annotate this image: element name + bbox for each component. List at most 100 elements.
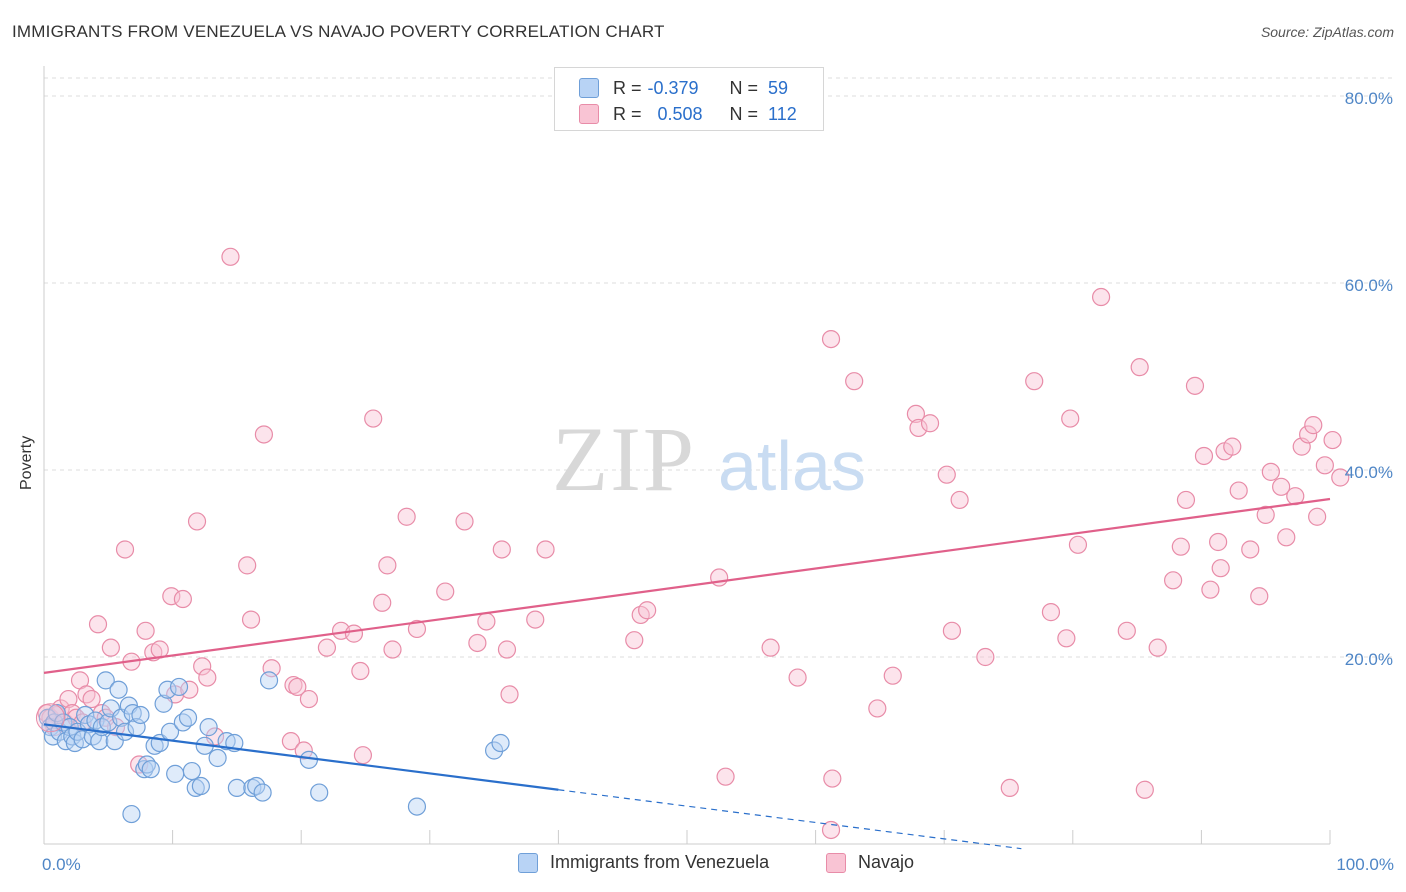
point-venezuela	[227, 778, 246, 798]
series-legend-label: Immigrants from Venezuela	[550, 852, 770, 872]
point-navajo	[115, 540, 135, 559]
point-navajo	[1057, 629, 1076, 648]
tick-layer: 20.0% 40.0% 60.0% 80.0% 0.0% 100.0%	[42, 89, 1394, 874]
point-navajo	[1229, 481, 1248, 500]
y-tick-label: 40.0%	[1345, 463, 1393, 482]
x-tick-label: 100.0%	[1336, 855, 1394, 874]
stats-legend-row-venezuela: R = -0.379 N = 59	[579, 76, 788, 100]
point-navajo	[1256, 505, 1275, 524]
point-navajo	[1130, 358, 1149, 377]
point-navajo	[1331, 468, 1350, 487]
point-navajo	[1241, 540, 1260, 559]
point-navajo	[221, 247, 240, 266]
point-navajo	[497, 640, 517, 659]
point-navajo	[353, 746, 373, 765]
point-navajo	[920, 414, 940, 433]
point-venezuela	[491, 733, 510, 753]
point-venezuela	[485, 741, 504, 760]
point-navajo	[909, 418, 928, 438]
point-navajo	[1304, 416, 1323, 435]
legend-n-label: N =	[729, 77, 759, 98]
point-navajo	[761, 638, 780, 657]
point-venezuela	[310, 783, 329, 802]
point-navajo	[344, 624, 364, 643]
point-navajo	[378, 556, 397, 575]
point-venezuela	[169, 677, 189, 697]
point-navajo	[716, 767, 735, 786]
point-navajo	[1117, 621, 1136, 640]
point-navajo	[500, 685, 519, 704]
point-venezuela	[407, 797, 427, 816]
point-navajo	[317, 638, 337, 657]
series-legend-venezuela[interactable]: Immigrants from Venezuela	[518, 852, 769, 873]
point-navajo	[299, 689, 319, 709]
point-navajo	[1176, 490, 1196, 510]
watermark-zip: ZIP	[552, 408, 696, 510]
point-navajo	[950, 490, 969, 510]
point-navajo	[1308, 507, 1327, 526]
legend-r-value: -0.379	[647, 77, 699, 98]
point-navajo	[294, 741, 313, 760]
point-venezuela	[247, 776, 266, 796]
point-venezuela	[109, 680, 128, 699]
point-navajo	[1299, 425, 1318, 444]
point-navajo	[1250, 587, 1269, 606]
point-navajo	[241, 610, 261, 629]
point-venezuela	[191, 776, 210, 796]
point-navajo	[1091, 287, 1111, 307]
point-venezuela	[259, 671, 279, 690]
point-navajo	[1025, 372, 1044, 391]
point-venezuela	[253, 783, 272, 802]
point-navajo	[351, 661, 370, 681]
point-navajo	[455, 512, 474, 531]
point-navajo	[468, 633, 487, 653]
point-navajo	[906, 404, 926, 423]
point-venezuela	[131, 705, 150, 725]
y-tick-label: 80.0%	[1345, 89, 1393, 108]
point-navajo	[88, 615, 108, 634]
point-venezuela	[154, 694, 173, 713]
point-navajo	[1323, 430, 1342, 450]
legend-n-label: N =	[729, 103, 759, 124]
legend-r-label: R =	[613, 77, 642, 98]
point-navajo	[1041, 603, 1061, 622]
trendline-venezuela	[43, 723, 559, 791]
point-navajo	[281, 732, 301, 751]
point-venezuela	[158, 680, 177, 699]
point-navajo	[845, 372, 864, 391]
point-navajo	[1201, 580, 1220, 599]
legend-r-label: R =	[613, 103, 642, 124]
point-navajo	[477, 612, 496, 631]
point-navajo	[173, 589, 192, 609]
point-navajo	[821, 330, 841, 349]
stats-legend: R = -0.379 N = 59 R = 0.508 N = 112	[554, 67, 824, 131]
point-navajo	[868, 699, 887, 718]
series-legend-navajo[interactable]: Navajo	[826, 852, 914, 873]
point-navajo	[407, 619, 427, 639]
point-venezuela	[208, 748, 227, 768]
point-navajo	[526, 610, 545, 629]
point-navajo	[1164, 571, 1183, 590]
point-navajo-cluster	[35, 703, 65, 733]
point-venezuela	[90, 732, 109, 751]
point-navajo	[187, 512, 207, 531]
point-venezuela	[182, 761, 201, 781]
point-navajo	[373, 593, 392, 612]
point-navajo	[1068, 535, 1088, 554]
point-navajo	[937, 465, 956, 484]
point-venezuela	[141, 760, 160, 779]
trend-layer	[43, 497, 1331, 850]
legend-n-value: 112	[768, 103, 797, 124]
point-navajo	[1171, 537, 1190, 556]
point-navajo	[1185, 376, 1205, 395]
point-venezuela	[199, 718, 218, 737]
legend-n-value: 59	[768, 77, 789, 98]
point-navajo	[638, 601, 657, 620]
point-navajo	[976, 647, 995, 667]
chart-title: IMMIGRANTS FROM VENEZUELA VS NAVAJO POVE…	[12, 22, 665, 41]
point-navajo	[397, 507, 416, 526]
point-navajo	[364, 409, 383, 428]
watermark-atlas: atlas	[718, 427, 866, 505]
point-navajo	[198, 668, 217, 687]
